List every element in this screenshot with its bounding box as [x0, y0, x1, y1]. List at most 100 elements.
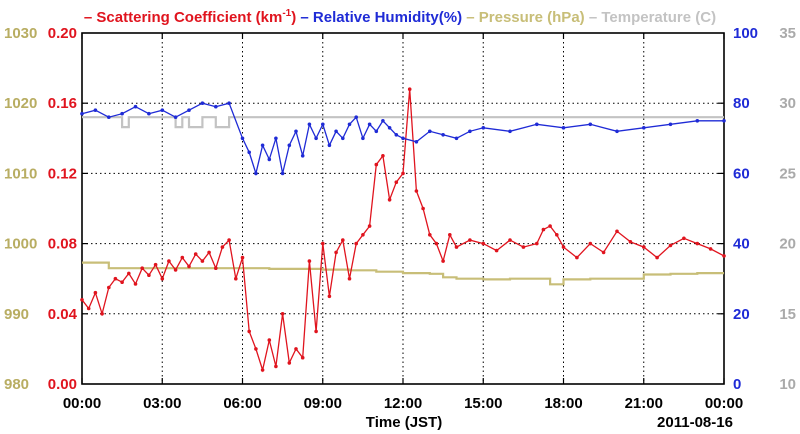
scattering-coefficient-point: [321, 241, 325, 246]
x-tick-label: 15:00: [464, 395, 502, 412]
relative-humidity-point: [133, 104, 138, 109]
relative-humidity-point: [588, 122, 593, 127]
scattering-coefficient-point: [240, 255, 245, 260]
scattering-coefficient-point: [695, 241, 700, 246]
pressure-tick-label: 1010: [4, 165, 37, 182]
relative-humidity-point: [695, 119, 700, 123]
scattering-coefficient-point: [508, 238, 512, 242]
scattering-coefficient-point: [153, 262, 158, 267]
relative-humidity-point: [468, 129, 472, 134]
legend-item-3: – Temperature (C): [585, 9, 716, 26]
scattering-coefficient-point: [494, 248, 499, 253]
relative-humidity-point: [361, 136, 365, 141]
relative-humidity-point: [428, 129, 432, 134]
humidity-tick-label: 40: [733, 236, 750, 253]
pressure-tick-label: 1030: [4, 25, 37, 42]
relative-humidity-point: [307, 122, 312, 127]
relative-humidity-point: [247, 150, 251, 155]
relative-humidity-point: [535, 122, 539, 127]
legend-superscript: -1: [282, 8, 291, 19]
x-tick-label: 00:00: [63, 395, 101, 412]
relative-humidity-point: [722, 119, 726, 123]
humidity-axis-ticks: 0 20 40 60 80 100: [733, 25, 758, 393]
scattering-coefficient-point: [555, 233, 559, 237]
relative-humidity-line: [81, 102, 724, 176]
temperature-tick-label: 25: [779, 165, 796, 182]
scattering-coefficient-point: [227, 238, 231, 242]
relative-humidity-point: [481, 126, 486, 130]
x-tick-label: 09:00: [304, 395, 342, 412]
relative-humidity-point: [80, 111, 84, 116]
relative-humidity-point: [280, 171, 285, 176]
scattering-coefficient-point: [214, 266, 218, 271]
scattering-coefficient-point: [535, 241, 539, 246]
relative-humidity-point: [341, 136, 345, 141]
date-label: 2011-08-16: [657, 414, 733, 431]
legend-suffix: ): [291, 9, 296, 26]
scattering-coefficient-point: [113, 276, 118, 281]
relative-humidity-point: [354, 115, 359, 119]
scattering-coefficient-point: [207, 250, 211, 255]
scattering-coefficient-point: [93, 290, 98, 295]
scattering-coefficient-point: [575, 255, 579, 260]
scattering-coefficient-point: [274, 364, 278, 369]
relative-humidity-point: [441, 133, 445, 137]
relative-humidity-point: [260, 143, 265, 148]
scattering-coefficient-point: [361, 233, 365, 237]
relative-humidity-point: [668, 122, 673, 127]
pressure-tick-label: 980: [4, 376, 29, 393]
scattering-coefficient-point: [341, 238, 345, 242]
relative-humidity-point: [254, 171, 258, 176]
relative-humidity-point: [147, 111, 151, 116]
humidity-tick-label: 20: [733, 306, 750, 323]
scattering-coefficient-point: [394, 180, 399, 184]
scattering-coefficient-point: [294, 347, 298, 351]
scattering-coefficient-point: [441, 259, 445, 263]
x-tick-label: 18:00: [544, 395, 582, 412]
relative-humidity-point: [294, 129, 298, 134]
scattering-tick-label: 0.16: [48, 95, 77, 112]
scattering-coefficient-point: [200, 259, 205, 263]
relative-humidity-point: [173, 115, 178, 119]
scattering-coefficient-point: [287, 361, 292, 365]
scattering-coefficient-point: [468, 238, 472, 242]
relative-humidity-point: [300, 154, 305, 158]
scattering-coefficient-point: [367, 224, 372, 228]
relative-humidity-point: [381, 119, 385, 123]
scattering-coefficient-point: [434, 241, 439, 246]
scattering-coefficient-point: [628, 240, 633, 244]
scattering-coefficient-point: [247, 329, 251, 334]
relative-humidity-point: [374, 129, 379, 134]
relative-humidity-point: [561, 126, 566, 130]
scattering-coefficient-point: [260, 368, 265, 372]
scattering-axis-ticks: 0.00 0.04 0.08 0.12 0.16 0.20: [48, 25, 78, 393]
x-tick-label: 21:00: [625, 395, 663, 412]
scattering-coefficient-point: [682, 236, 686, 241]
scattering-coefficient-point: [561, 245, 566, 249]
temperature-tick-label: 10: [779, 376, 796, 393]
temperature-line: [82, 116, 724, 129]
scattering-coefficient-point: [100, 312, 104, 316]
relative-humidity-point: [414, 140, 419, 144]
scattering-coefficient-point: [354, 241, 359, 246]
scattering-coefficient-point: [428, 233, 432, 237]
scattering-tick-label: 0.00: [48, 376, 77, 393]
relative-humidity-point: [214, 104, 218, 109]
scattering-coefficient-point: [588, 241, 593, 246]
temperature-tick-label: 15: [779, 306, 796, 323]
scattering-coefficient-point: [327, 294, 332, 299]
scattering-coefficient-point: [180, 255, 185, 260]
scattering-coefficient-point: [107, 285, 111, 290]
scattering-coefficient-point: [300, 355, 305, 360]
scattering-coefficient-point: [708, 247, 713, 251]
pressure-tick-label: 990: [4, 306, 29, 323]
relative-humidity-point: [642, 126, 646, 130]
relative-humidity-point: [615, 129, 619, 134]
relative-humidity-point: [314, 136, 318, 141]
relative-humidity-point: [187, 108, 191, 112]
relative-humidity-point: [93, 108, 98, 112]
pressure-tick-label: 1020: [4, 95, 37, 112]
relative-humidity-point: [347, 122, 352, 127]
scattering-coefficient-point: [601, 250, 606, 255]
